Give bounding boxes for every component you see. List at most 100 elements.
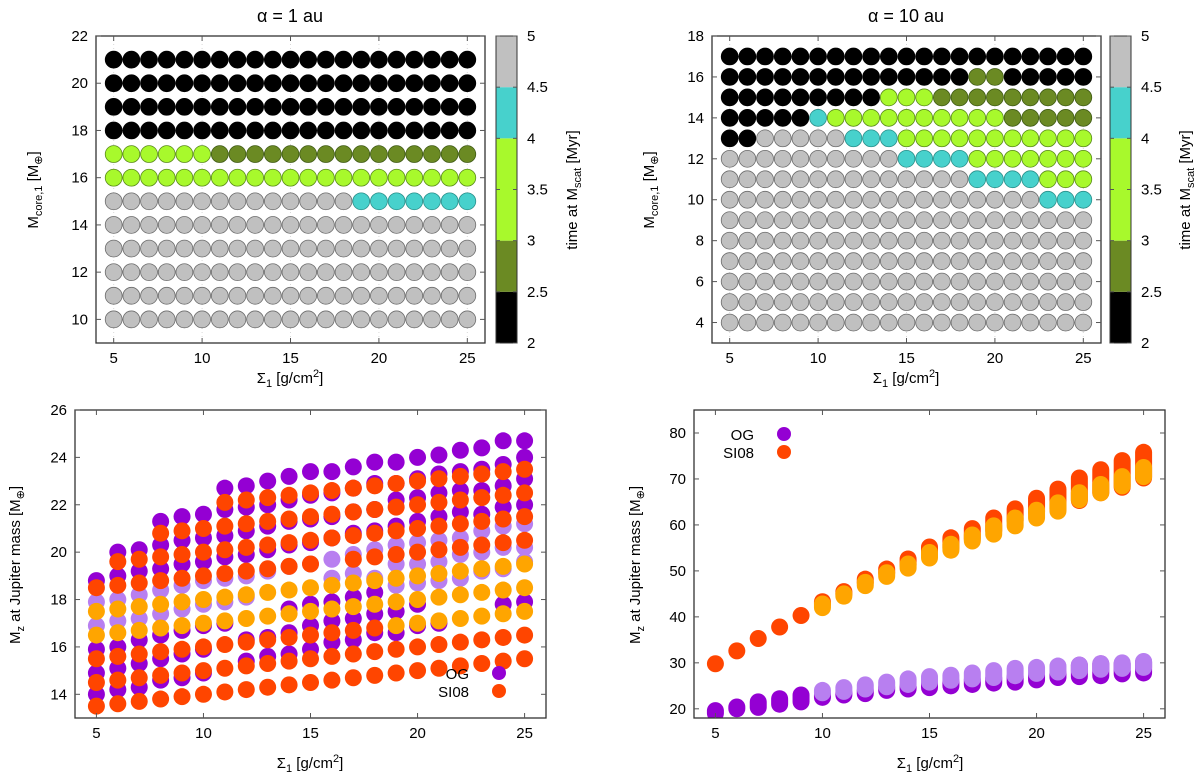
data-point-si-light — [152, 595, 170, 613]
data-point — [933, 149, 951, 168]
data-point — [809, 252, 827, 270]
data-point-si — [323, 624, 341, 642]
data-point-og — [152, 560, 170, 578]
data-point — [228, 216, 247, 234]
data-point — [317, 168, 335, 187]
data-point-si — [323, 647, 341, 665]
x-tick-label: 10 — [195, 725, 212, 742]
data-point — [1074, 170, 1093, 189]
data-point — [104, 286, 123, 305]
colorbar-band — [1110, 291, 1131, 343]
data-point — [387, 145, 406, 163]
data-point-si — [194, 519, 212, 537]
data-point — [1074, 231, 1093, 250]
data-point — [140, 145, 158, 163]
data-point — [175, 286, 194, 305]
data-point-og — [237, 477, 255, 495]
data-point — [140, 168, 158, 187]
data-point — [246, 216, 264, 234]
data-point — [1021, 190, 1040, 209]
data-point-si — [152, 524, 170, 542]
data-point — [193, 263, 211, 281]
data-point — [844, 170, 863, 189]
data-point — [950, 88, 969, 107]
data-point — [809, 88, 827, 107]
data-point — [791, 211, 810, 230]
x-tick-label: 25 — [459, 350, 476, 367]
axes: 5 10 15 20 25 10 12 14 16 18 20 22 — [71, 28, 486, 367]
data-point — [915, 170, 934, 189]
data-point — [756, 149, 774, 168]
data-point — [140, 98, 158, 116]
data-point — [193, 98, 211, 116]
data-point — [1074, 149, 1093, 168]
data-point — [352, 263, 371, 281]
data-point-si — [130, 669, 148, 687]
data-point — [370, 286, 388, 305]
data-point — [210, 50, 229, 69]
data-point — [157, 216, 176, 234]
data-point — [370, 239, 388, 258]
data-point — [738, 313, 757, 332]
data-point-si — [216, 493, 234, 511]
data-point — [352, 192, 371, 211]
data-point — [193, 216, 211, 234]
data-point-og — [473, 439, 491, 457]
data-point-si — [237, 491, 255, 509]
data-point — [897, 211, 916, 230]
data-point — [334, 286, 353, 305]
data-point — [193, 50, 211, 69]
axes: 5 10 15 20 25 14 16 18 20 22 24 26 — [50, 402, 547, 742]
data-point — [844, 190, 863, 209]
data-point — [756, 47, 774, 66]
data-point — [809, 272, 827, 291]
data-point — [756, 109, 774, 127]
data-point-si — [728, 642, 746, 660]
data-point — [1021, 313, 1040, 332]
data-point — [1039, 109, 1057, 127]
data-point — [210, 263, 229, 281]
y-tick-label: 14 — [687, 110, 704, 127]
data-point — [738, 88, 757, 107]
data-point — [720, 272, 739, 291]
data-point — [1056, 109, 1075, 127]
colorbar-tick-label: 2.5 — [527, 284, 548, 301]
data-point — [317, 310, 335, 329]
data-point — [968, 47, 987, 66]
data-point — [458, 74, 477, 93]
data-point-si-light — [451, 562, 469, 580]
data-point — [175, 50, 194, 69]
x-axis-label-unit: [g/cm — [888, 370, 929, 387]
data-point — [440, 50, 459, 69]
data-point-og — [259, 472, 277, 490]
data-point — [1021, 109, 1040, 127]
data-point-og — [516, 448, 534, 466]
data-point-si — [516, 460, 534, 478]
data-point-si — [430, 636, 448, 654]
data-point — [193, 121, 211, 140]
data-point-si — [302, 626, 319, 644]
data-point-si — [194, 638, 212, 656]
colorbar-tick-label: 4.5 — [527, 79, 548, 96]
x-tick-label: 10 — [814, 725, 831, 742]
data-point-og-light — [1135, 652, 1153, 676]
data-point-si — [152, 643, 170, 661]
data-point — [1056, 272, 1075, 291]
data-point — [791, 88, 810, 107]
x-axis-label-sigma: Σ — [277, 755, 286, 772]
data-point — [140, 74, 158, 93]
y-axis-label-sub: z — [635, 626, 647, 632]
data-point — [950, 211, 969, 230]
x-axis-label-sub: 1 — [906, 763, 912, 775]
data-point-si-light — [237, 609, 255, 627]
data-point — [281, 310, 300, 329]
data-point — [334, 216, 353, 234]
data-point — [862, 47, 880, 66]
data-point-si — [516, 626, 534, 644]
data-point-si — [216, 683, 234, 701]
data-point — [157, 145, 176, 163]
data-point-si — [387, 474, 405, 492]
y-axis-label: Mz at Jupiter mass [M⊕] — [627, 486, 647, 644]
data-point-si-light — [1028, 501, 1046, 527]
